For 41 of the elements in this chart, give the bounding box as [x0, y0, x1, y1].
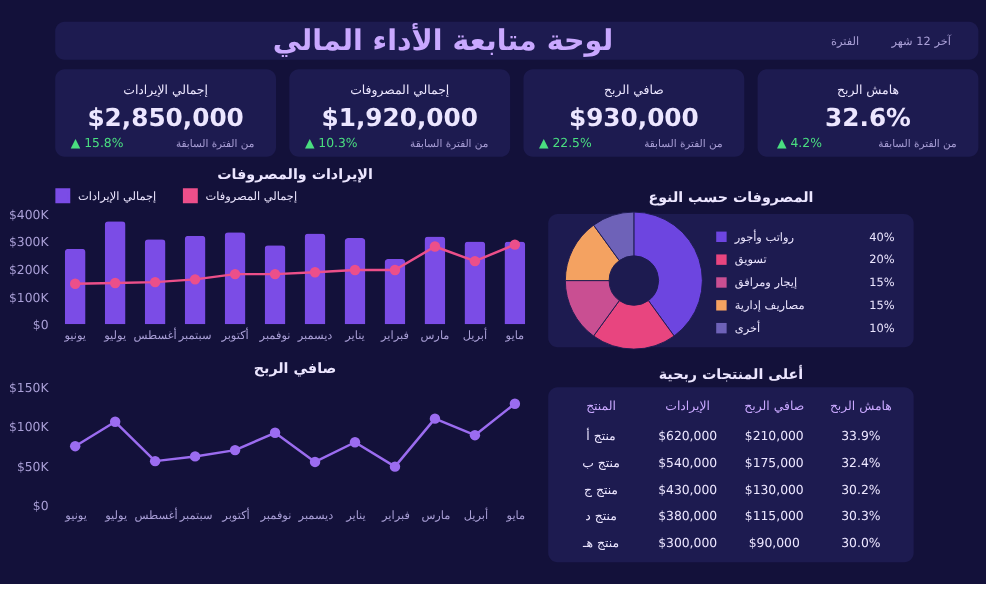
bar	[384, 258, 406, 325]
point	[109, 416, 121, 427]
bar	[224, 232, 246, 325]
point	[349, 264, 361, 276]
bar	[504, 241, 526, 325]
bar	[264, 245, 286, 325]
point	[229, 268, 241, 280]
point	[269, 268, 281, 280]
point	[429, 413, 441, 424]
point	[229, 444, 241, 456]
bar	[464, 241, 486, 325]
bar	[104, 221, 126, 325]
bar	[184, 235, 206, 325]
point	[309, 266, 321, 278]
text: $2,850,000	[87, 104, 245, 133]
point	[69, 278, 81, 289]
point	[189, 451, 201, 462]
point	[269, 427, 281, 439]
text: لوحة متابعة الأداء المالي	[272, 22, 614, 59]
point	[69, 440, 81, 452]
point	[389, 461, 401, 472]
bar	[144, 239, 166, 325]
text: 32.6%	[825, 104, 911, 133]
point	[469, 429, 481, 441]
point	[429, 241, 441, 252]
text: $930,000	[568, 104, 700, 133]
point	[389, 264, 401, 276]
point	[309, 456, 321, 468]
point	[349, 437, 361, 448]
bar	[64, 248, 86, 325]
point	[149, 455, 161, 467]
bar	[304, 233, 326, 325]
bar	[424, 236, 446, 325]
point	[149, 276, 161, 288]
point	[509, 239, 521, 250]
text: $1,920,000	[321, 104, 479, 133]
point	[189, 274, 201, 285]
point	[469, 255, 481, 267]
point	[509, 398, 521, 409]
bar	[344, 237, 366, 325]
point	[109, 277, 121, 289]
